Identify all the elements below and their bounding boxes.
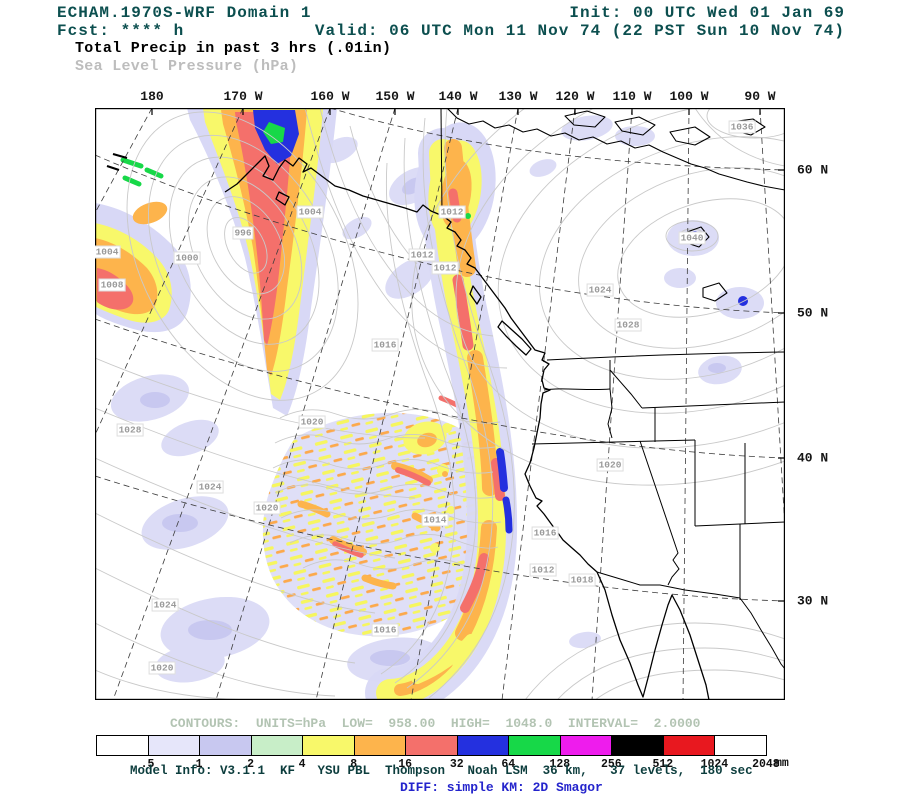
colorbar-cell: .5 [96, 735, 154, 771]
lon-tick-label: 140 W [438, 89, 478, 104]
lon-tick-label: 90 W [744, 89, 776, 104]
coastlines [106, 108, 785, 700]
colorbar-tick-label: 256 [600, 758, 622, 771]
lon-tick-label: 130 W [498, 89, 538, 104]
colorbar-cell: 2 [199, 735, 254, 771]
colorbar-tick-label: 1 [195, 758, 203, 771]
init-time: Init: 00 UTC Wed 01 Jan 69 [569, 4, 845, 22]
diff-info-line: DIFF: simple KM: 2D Smagor [400, 780, 603, 795]
colorbar-cell: 128 [508, 735, 570, 771]
colorbar-tick-label: 512 [652, 758, 674, 771]
colorbar-cell: 2048 [714, 735, 780, 771]
colorbar-unit-label: mm [775, 757, 789, 770]
lat-tick-label: 40 N [797, 450, 829, 466]
lat-tick-label: 60 N [797, 162, 829, 178]
map-panel: 1004 1012 996 1000 1004 1008 1012 1012 1016 1024 1… [95, 108, 785, 700]
lon-tick-label: 120 W [555, 89, 595, 104]
map-canvas [95, 108, 785, 700]
valid-time: Valid: 06 UTC Mon 11 Nov 74 (22 PST Sun … [314, 22, 845, 40]
colorbar-tick-label: 128 [549, 758, 571, 771]
lon-tick-label: 100 W [669, 89, 709, 104]
lon-tick-label: 150 W [375, 89, 415, 104]
contour-info-line: CONTOURS: UNITS=hPa LOW= 958.00 HIGH= 10… [170, 716, 701, 731]
lat-tick-label: 50 N [797, 305, 829, 321]
lon-tick-label: 160 W [310, 89, 350, 104]
colorbar-cell: 32 [405, 735, 464, 771]
field-title: Total Precip in past 3 hrs (.01in) [75, 40, 392, 57]
colorbar: mm .5 1 2 4 8 16 32 64 128 256 512 1024 2048 [96, 735, 789, 771]
precip-shading [95, 108, 764, 700]
colorbar-tick-label: 16 [398, 758, 413, 771]
graticule [95, 108, 785, 700]
overlay-field-title: Sea Level Pressure (hPa) [75, 58, 299, 75]
borders [531, 351, 785, 670]
colorbar-tick-label: 1024 [700, 758, 729, 771]
colorbar-tick-label: 32 [449, 758, 464, 771]
model-info-line: Model Info: V3.1.1 KF YSU PBL Thompson N… [130, 764, 753, 778]
lon-tick-label: 110 W [612, 89, 652, 104]
lat-tick-label: 30 N [797, 593, 829, 609]
colorbar-cell: 64 [456, 735, 515, 771]
colorbar-cell: 8 [302, 735, 357, 771]
colorbar-tick-label: 8 [350, 758, 358, 771]
colorbar-cell: 512 [611, 735, 673, 771]
colorbar-tick-label: 2048 [752, 758, 780, 771]
colorbar-cell: 1024 [662, 735, 728, 771]
colorbar-cell: 1 [147, 735, 203, 771]
axis-tick-marks [151, 108, 785, 602]
colorbar-cell: 16 [353, 735, 412, 771]
colorbar-tick-label: 2 [247, 758, 255, 771]
lon-tick-label: 180 [140, 89, 164, 104]
colorbar-tick-label: 64 [501, 758, 516, 771]
slp-contour-lines [95, 108, 785, 700]
colorbar-tick-label: .5 [140, 758, 155, 771]
colorbar-tick-label: 4 [298, 758, 306, 771]
colorbar-cell: 256 [559, 735, 622, 771]
map-frame [95, 108, 785, 700]
colorbar-cell: 4 [250, 735, 306, 771]
lon-tick-label: 170 W [223, 89, 263, 104]
forecast-hour: Fcst: **** h [57, 22, 185, 40]
model-title: ECHAM.1970S-WRF Domain 1 [57, 4, 312, 22]
